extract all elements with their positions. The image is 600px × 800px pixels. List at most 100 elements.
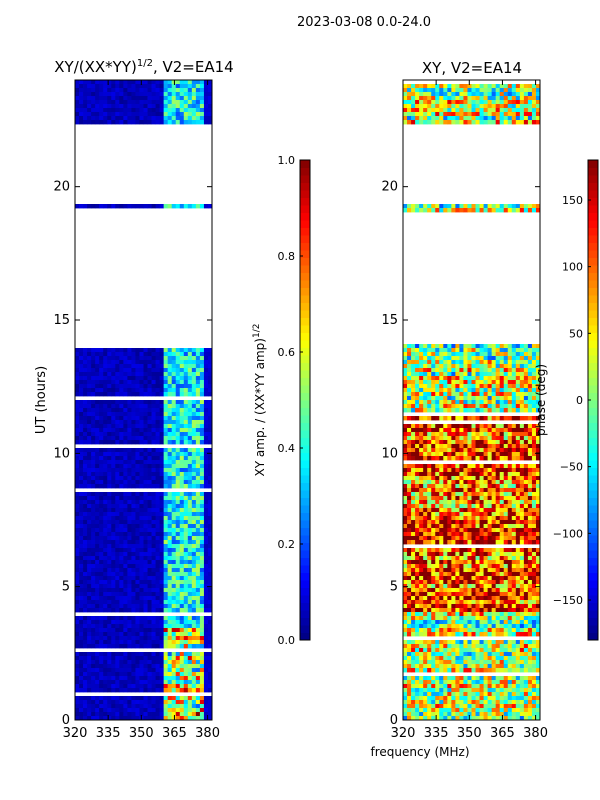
heatmap-cell bbox=[75, 588, 80, 593]
heatmap-cell bbox=[151, 84, 156, 89]
colorbar-band bbox=[300, 550, 310, 558]
heatmap-cell bbox=[75, 620, 80, 625]
heatmap-cell bbox=[175, 660, 181, 665]
heatmap-cell bbox=[423, 100, 428, 105]
heatmap-cell bbox=[475, 352, 480, 357]
heatmap-cell bbox=[99, 548, 104, 553]
heatmap-cell bbox=[179, 456, 185, 461]
heatmap-cell bbox=[203, 556, 209, 561]
heatmap-cell bbox=[163, 472, 169, 477]
heatmap-cell bbox=[87, 460, 92, 465]
heatmap-cell bbox=[435, 104, 440, 109]
heatmap-cell bbox=[163, 92, 169, 97]
heatmap-cell bbox=[127, 624, 132, 629]
heatmap-cell bbox=[99, 92, 104, 97]
heatmap-cell bbox=[119, 348, 124, 353]
heatmap-cell bbox=[103, 576, 108, 581]
heatmap-cell bbox=[143, 500, 148, 505]
heatmap-cell bbox=[443, 372, 448, 377]
heatmap-cell bbox=[507, 404, 513, 409]
heatmap-cell bbox=[407, 428, 412, 433]
heatmap-cell bbox=[147, 500, 152, 505]
heatmap-cell bbox=[467, 364, 472, 369]
heatmap-cell bbox=[79, 448, 84, 453]
heatmap-cell bbox=[183, 392, 189, 397]
heatmap-cell bbox=[107, 460, 112, 465]
heatmap-cell bbox=[175, 420, 181, 425]
heatmap-cell bbox=[203, 440, 209, 445]
heatmap-cell bbox=[411, 484, 416, 489]
heatmap-cell bbox=[195, 368, 201, 373]
heatmap-cell bbox=[535, 384, 541, 389]
heatmap-cell bbox=[123, 380, 128, 385]
heatmap-cell bbox=[191, 676, 197, 681]
heatmap-cell bbox=[499, 356, 505, 361]
heatmap-cell bbox=[471, 104, 476, 109]
heatmap-cell bbox=[415, 416, 420, 421]
heatmap-cell bbox=[191, 552, 197, 557]
heatmap-cell bbox=[127, 104, 132, 109]
heatmap-cell bbox=[183, 384, 189, 389]
heatmap-cell bbox=[435, 100, 440, 105]
heatmap-cell bbox=[531, 100, 537, 105]
heatmap-cell bbox=[451, 452, 456, 457]
heatmap-cell bbox=[179, 80, 185, 85]
heatmap-cell bbox=[463, 444, 468, 449]
heatmap-cell bbox=[407, 444, 412, 449]
heatmap-cell bbox=[467, 476, 472, 481]
heatmap-cell bbox=[447, 120, 452, 125]
heatmap-cell bbox=[119, 668, 124, 673]
heatmap-cell bbox=[435, 432, 440, 437]
heatmap-cell bbox=[435, 376, 440, 381]
heatmap-cell bbox=[171, 108, 177, 113]
heatmap-cell bbox=[79, 600, 84, 605]
heatmap-cell bbox=[123, 540, 128, 545]
heatmap-cell bbox=[123, 684, 128, 689]
heatmap-cell bbox=[523, 444, 529, 449]
heatmap-cell bbox=[179, 468, 185, 473]
y-tick-label: 5 bbox=[62, 580, 70, 595]
heatmap-cell bbox=[171, 564, 177, 569]
heatmap-cell bbox=[439, 440, 444, 445]
heatmap-cell bbox=[491, 436, 497, 441]
heatmap-cell bbox=[115, 592, 120, 597]
heatmap-cell bbox=[507, 104, 513, 109]
heatmap-cell bbox=[199, 116, 205, 121]
heatmap-cell bbox=[127, 552, 132, 557]
heatmap-cell bbox=[111, 424, 116, 429]
heatmap-cell bbox=[415, 372, 420, 377]
heatmap-cell bbox=[187, 616, 193, 621]
heatmap-cell bbox=[475, 452, 480, 457]
heatmap-cell bbox=[191, 600, 197, 605]
heatmap-cell bbox=[107, 440, 112, 445]
heatmap-cell bbox=[207, 504, 213, 509]
heatmap-cell bbox=[451, 380, 456, 385]
heatmap-cell bbox=[163, 644, 169, 649]
heatmap-cell bbox=[195, 92, 201, 97]
heatmap-cell bbox=[427, 348, 432, 353]
heatmap-cell bbox=[135, 484, 140, 489]
heatmap-cell bbox=[419, 116, 424, 121]
heatmap-cell bbox=[511, 448, 517, 453]
heatmap-cell bbox=[155, 392, 161, 397]
heatmap-cell bbox=[447, 108, 452, 113]
heatmap-cell bbox=[499, 464, 505, 469]
heatmap-cell bbox=[495, 428, 501, 433]
heatmap-cell bbox=[183, 400, 189, 405]
heatmap-cell bbox=[531, 416, 537, 421]
heatmap-cell bbox=[423, 356, 428, 361]
heatmap-cell bbox=[523, 468, 529, 473]
heatmap-cell bbox=[95, 560, 100, 565]
heatmap-cell bbox=[519, 120, 525, 125]
heatmap-cell bbox=[119, 564, 124, 569]
heatmap-cell bbox=[83, 356, 88, 361]
heatmap-cell bbox=[151, 364, 156, 369]
heatmap-cell bbox=[167, 568, 173, 573]
heatmap-cell bbox=[111, 656, 116, 661]
heatmap-cell bbox=[171, 452, 177, 457]
heatmap-cell bbox=[119, 712, 124, 717]
heatmap-cell bbox=[183, 676, 189, 681]
heatmap-cell bbox=[111, 604, 116, 609]
heatmap-cell bbox=[115, 360, 120, 365]
heatmap-cell bbox=[175, 100, 181, 105]
